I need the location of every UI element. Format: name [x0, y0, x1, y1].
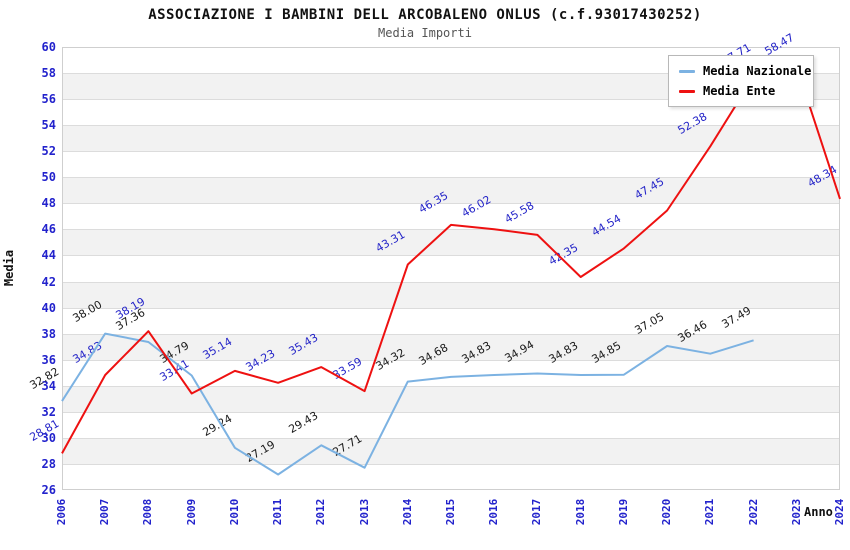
plot-band [62, 151, 840, 179]
legend-label: Media Nazionale [703, 64, 812, 78]
plot-band [62, 255, 840, 283]
y-tick-label: 54 [41, 118, 56, 133]
y-tick-label: 32 [41, 404, 56, 419]
y-tick-label: 48 [41, 196, 56, 211]
plot-band [62, 385, 840, 413]
legend-swatch-media-ente-icon [679, 89, 695, 93]
y-tick-label: 28 [41, 456, 56, 471]
y-tick-label: 50 [41, 170, 56, 185]
plot-band [62, 177, 840, 205]
y-tick-label: 42 [41, 274, 56, 289]
legend: Media Nazionale Media Ente [668, 55, 814, 107]
y-tick-label: 34 [41, 378, 56, 393]
plot-band [62, 281, 840, 309]
y-tick-label: 40 [41, 300, 56, 315]
plot-area [62, 47, 840, 490]
y-tick-label: 56 [41, 92, 56, 107]
chart-title: ASSOCIAZIONE I BAMBINI DELL ARCOBALENO O… [148, 7, 702, 23]
y-tick-label: 44 [41, 248, 56, 263]
series-line-media-ente [61, 65, 841, 454]
y-tick-label: 26 [41, 483, 56, 497]
y-tick-label: 38 [41, 326, 56, 341]
y-tick-label: 52 [41, 144, 56, 159]
y-tick-label: 30 [41, 430, 56, 445]
series-line-media-nazionale [61, 332, 754, 476]
y-tick-label: 58 [41, 66, 56, 81]
legend-item-media-ente: Media Ente [669, 84, 813, 98]
x-axis-title: Anno [804, 505, 833, 519]
plot-band [62, 411, 840, 439]
plot-band [62, 359, 840, 387]
y-tick-label: 60 [41, 40, 56, 54]
legend-swatch-media-nazionale-icon [679, 69, 695, 73]
plot-band [62, 307, 840, 335]
plot-band [62, 463, 840, 491]
plot-band [62, 333, 840, 361]
plot-band [62, 229, 840, 257]
plot-band [62, 437, 840, 465]
legend-item-media-nazionale: Media Nazionale [669, 64, 813, 78]
y-tick-label: 46 [41, 222, 56, 237]
legend-label: Media Ente [703, 84, 776, 98]
y-tick-label: 36 [41, 352, 56, 367]
chart-subtitle: Media Importi [378, 26, 472, 40]
